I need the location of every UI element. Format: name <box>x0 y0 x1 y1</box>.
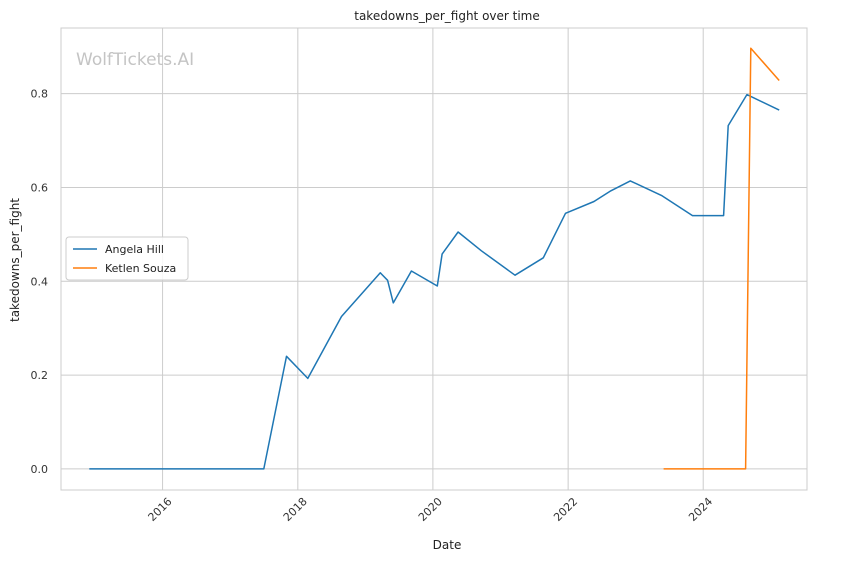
legend-label-ketlen-souza: Ketlen Souza <box>105 262 176 275</box>
y-tick-label: 0.6 <box>31 181 49 194</box>
x-tick-labels: 2016 2018 2020 2022 2024 <box>146 495 716 524</box>
plot-frame <box>60 27 808 491</box>
y-tick-label: 0.2 <box>31 369 49 382</box>
chart-title: takedowns_per_fight over time <box>354 9 540 23</box>
watermark: WolfTickets.AI <box>76 50 194 70</box>
y-tick-label: 0.0 <box>31 463 49 476</box>
series-line-ketlen-souza <box>663 47 780 470</box>
y-tick-label: 0.4 <box>31 275 49 288</box>
x-tick-label: 2020 <box>416 495 445 524</box>
x-tick-label: 2018 <box>281 495 310 524</box>
legend: Angela Hill Ketlen Souza <box>65 236 189 281</box>
y-axis-label: takedowns_per_fight <box>8 198 22 322</box>
x-tick-label: 2022 <box>551 495 580 524</box>
legend-label-angela-hill: Angela Hill <box>105 243 164 256</box>
x-axis-label: Date <box>433 538 462 552</box>
legend-box <box>65 236 189 281</box>
y-tick-labels: 0.0 0.2 0.4 0.6 0.8 <box>31 88 49 476</box>
x-tick-label: 2016 <box>146 495 175 524</box>
series-line-angela-hill <box>89 93 780 470</box>
series-layer <box>89 47 780 470</box>
y-tick-label: 0.8 <box>31 88 49 101</box>
x-tick-label: 2024 <box>686 495 715 524</box>
